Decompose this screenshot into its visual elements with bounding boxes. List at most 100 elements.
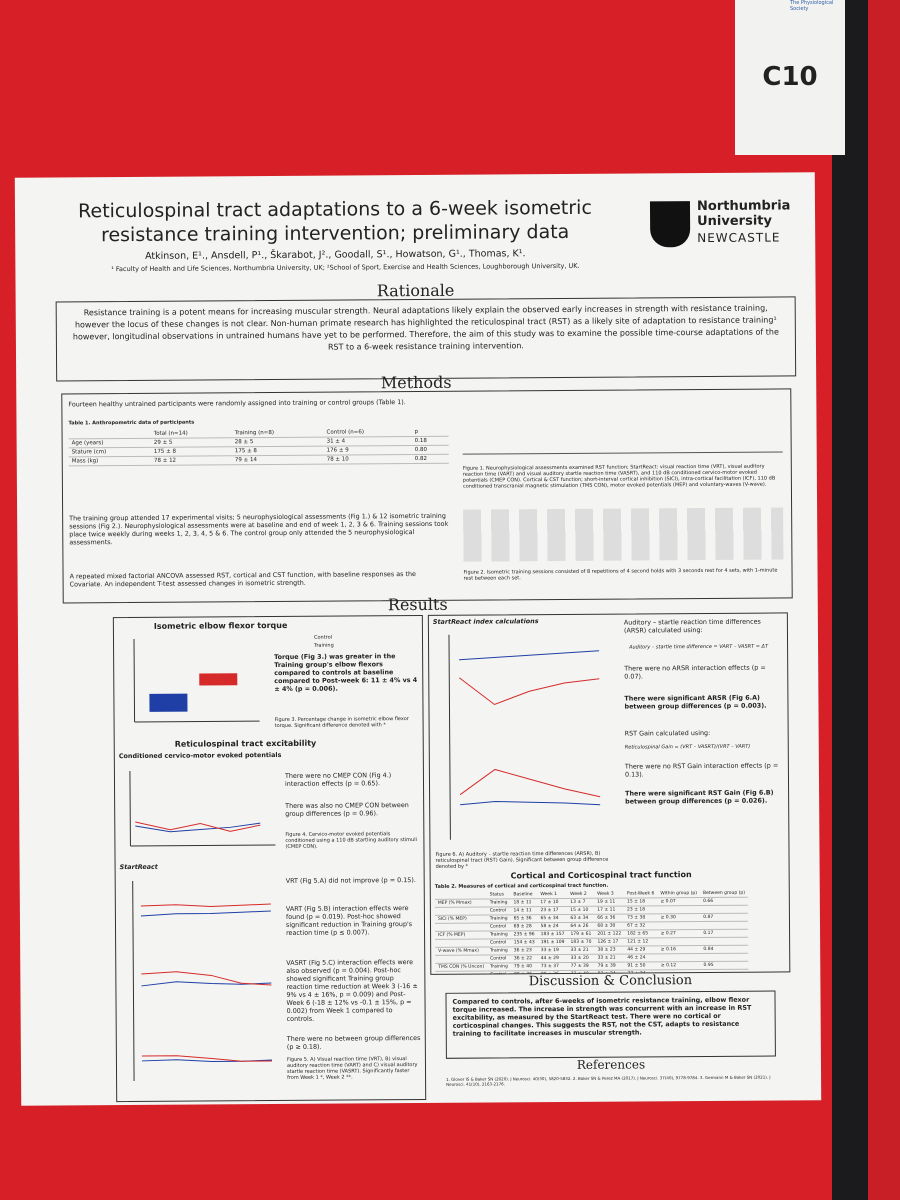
affiliations: ¹ Faculty of Health and Life Sciences, N… (111, 261, 580, 274)
table-cell: 235 ± 96 (510, 930, 538, 939)
table-cell: 36 ± 22 (510, 954, 538, 963)
table-cell: 183 ± 157 (537, 930, 568, 939)
table-cell: Control (486, 906, 511, 916)
table-cell: 14 ± 11 (510, 906, 538, 915)
table-cell: 58 ± 24 (537, 922, 568, 931)
table-cell: 79 ± 14 (231, 455, 324, 465)
table-cell: 0.18 (411, 436, 449, 446)
table-cell: 23 ± 18 (624, 905, 658, 915)
table-cell: 79 ± 39 (594, 962, 625, 971)
table-cell: 46 ± 24 (624, 953, 658, 963)
protocol-diagram (462, 401, 783, 455)
figure-caption: Figure 3. Percentage change in isometric… (274, 716, 409, 730)
table-cell: 64 ± 26 (567, 922, 595, 931)
table-cell: 77 ± 39 (567, 962, 595, 971)
crest (649, 201, 691, 248)
table-cell: 78 ± 10 (323, 454, 412, 465)
panel-subtitle: StartReact (119, 862, 158, 872)
arsr-text: Auditory – startle reaction time differe… (623, 617, 761, 635)
methods-analysis: A repeated mixed factorial ANCOVA assess… (69, 570, 416, 589)
cmep-text: There was also no CMEP CON between group… (285, 801, 409, 818)
vrt-text: VRT (Fig 5.A) did not improve (p = 0.15)… (285, 876, 416, 885)
table-cell: 63 ± 34 (567, 914, 595, 923)
table-cell: 73 ± 37 (537, 962, 568, 971)
table-cell: Control (487, 954, 511, 964)
table-cell: 33 ± 21 (594, 954, 625, 963)
figure-caption: Figure 4. Cervico-motor evoked potential… (285, 831, 418, 850)
between-text: There were no between group differences … (286, 1033, 421, 1051)
table-cell: 179 ± 61 (567, 930, 595, 939)
table-cell: 201 ± 122 (594, 930, 625, 939)
table-cell: 78 ± 12 (150, 455, 232, 466)
equation: Reticulospinal Gain = (VRT – VASRT)/(VRT… (624, 743, 751, 751)
table-cell: 126 ± 17 (594, 938, 625, 947)
table-cell: 65 ± 36 (510, 914, 538, 923)
section-heading: References (576, 1057, 646, 1072)
arsr-text: There were no ARSR interaction effects (… (624, 663, 766, 681)
gain-text: RST Gain calculated using: (624, 728, 711, 738)
references-text: 1. Glover IS & Baker SN (2020). J Neuros… (446, 1074, 771, 1087)
table-cell: Mass (kg) (68, 456, 151, 466)
table-cell: 17 ± 11 (594, 906, 625, 915)
table-cell: 91 ± 50 (624, 961, 658, 971)
authors: Atkinson, E¹., Ansdell, P¹., Škarabot, J… (145, 248, 526, 262)
table-cell: 23 ± 17 (537, 906, 568, 915)
board-edge (832, 0, 868, 1200)
table-cell: Control (486, 938, 511, 948)
cmep-text: There were no CMEP CON (Fig 4.) interact… (284, 771, 392, 788)
table-cell: Training (486, 946, 511, 956)
legend-entry: Control (313, 634, 333, 641)
table-cell: 66 ± 36 (594, 914, 625, 923)
panel-title: Reticulospinal tract excitability (174, 738, 317, 749)
section-heading: Discussion & Conclusion (528, 973, 693, 990)
table-cell: 15 ± 10 (567, 906, 595, 915)
table-cell: Training (486, 898, 511, 908)
table-cell: 79 ± 40 (510, 962, 538, 971)
figure-caption: Figure 6. A) Auditory – startle reaction… (435, 850, 609, 870)
table-1: Total (n=14) Training (n=8) Control (n=6) p… (68, 427, 449, 467)
figure-caption: Figure 5. A) Visual reaction time (VRT),… (286, 1056, 418, 1081)
table-cell: 36 ± 23 (510, 946, 538, 955)
panel-title: StartReact index calculations (432, 617, 539, 626)
table-cell: 33 ± 21 (567, 946, 595, 955)
table-cell: 67 ± 32 (624, 921, 658, 931)
table-cell: 191 ± 109 (537, 938, 568, 947)
panel-subtitle: Conditioned cervico-motor evoked potenti… (118, 750, 282, 761)
table-cell: 38 ± 23 (594, 946, 625, 955)
table-row: Mass (kg) 78 ± 12 79 ± 14 78 ± 10 0.82 (68, 454, 449, 466)
header-cell: Status (486, 891, 511, 900)
table-cell: 73 ± 38 (624, 913, 658, 923)
figure-caption: Figure 2. Isometric training sessions co… (463, 567, 778, 582)
table-cell: 183 ± 70 (567, 938, 595, 947)
index-plot (448, 634, 601, 840)
startreact-plot (132, 880, 272, 1081)
cmep-plot (129, 771, 276, 847)
table-cell: 44 ± 29 (537, 954, 568, 963)
corner-logo: The Physiological Society (790, 0, 834, 12)
table-cell: Training (486, 930, 511, 940)
methods-intro: Fourteen healthy untrained participants … (68, 398, 406, 409)
vasrt-text: VASRT (Fig 5.C) interaction effects were… (286, 958, 418, 1023)
title: Reticulospinal tract adaptations to a 6-… (78, 196, 592, 247)
table-cell: 19 ± 11 (594, 898, 625, 907)
gain-text: There were significant RST Gain (Fig 6.B… (625, 788, 774, 806)
table-cell: 33 ± 19 (537, 946, 568, 955)
table-cell: Control (486, 922, 511, 932)
rationale-text: Resistance training is a potent means fo… (55, 296, 797, 382)
table-cell: 17 ± 10 (537, 898, 568, 907)
header-cell: p (411, 427, 449, 437)
table-cell: Training (486, 914, 511, 924)
table-cell: 0.82 (411, 454, 449, 464)
training-diagram (463, 507, 784, 562)
arsr-text: There were significant ARSR (Fig 6.A) be… (624, 693, 767, 711)
table-cell: Training (487, 962, 511, 972)
panel-title: Cortical and Corticospinal tract functio… (510, 870, 692, 881)
table-cell: 121 ± 12 (624, 937, 658, 947)
table-cell: 13 ± 7 (567, 898, 595, 907)
next-board (868, 0, 900, 1200)
torque-plot (133, 638, 260, 723)
table-cell: 69 ± 28 (510, 922, 538, 931)
table-caption: Table 2. Measures of cortical and cortic… (434, 882, 609, 890)
poster: Reticulospinal tract adaptations to a 6-… (14, 172, 822, 1106)
table-cell: 33 ± 20 (567, 954, 595, 963)
